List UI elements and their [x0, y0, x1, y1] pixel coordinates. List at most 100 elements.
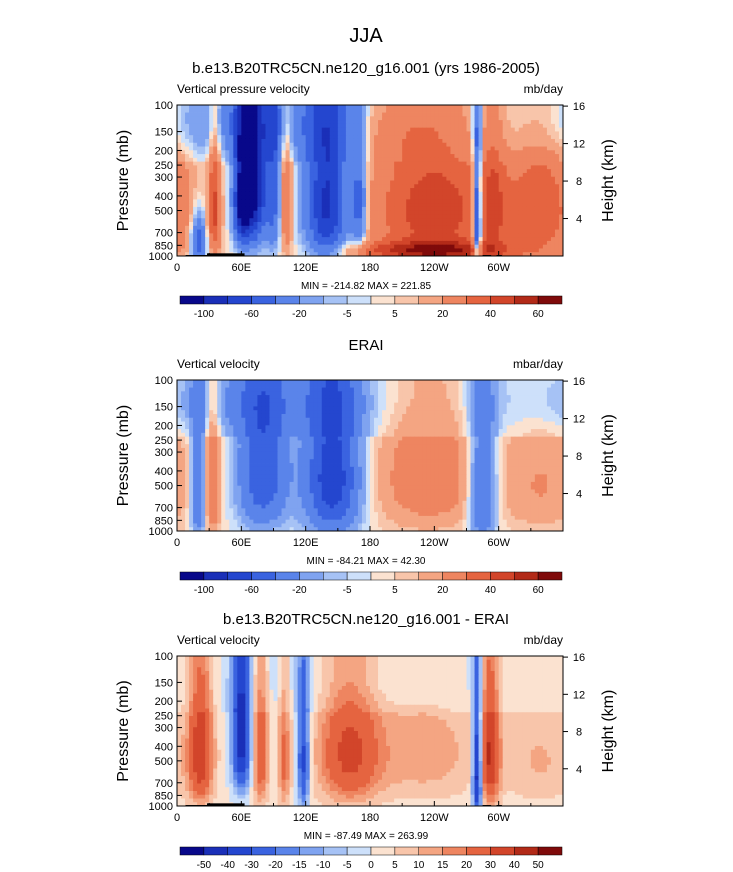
heatmap-cell	[245, 105, 250, 110]
heatmap-cell	[550, 123, 556, 129]
heatmap-cell	[390, 402, 395, 407]
heatmap-cell	[438, 142, 443, 147]
heatmap-cell	[209, 383, 214, 388]
heatmap-cell	[357, 395, 363, 400]
heatmap-cell	[486, 210, 492, 215]
heatmap-cell	[462, 165, 467, 170]
heatmap-cell	[281, 410, 286, 415]
heatmap-cell	[337, 108, 343, 113]
heatmap-cell	[257, 225, 262, 230]
heatmap-cell	[406, 154, 411, 159]
heatmap-cell	[514, 161, 520, 166]
heatmap-cell	[390, 172, 395, 178]
heatmap-cell	[349, 218, 355, 223]
heatmap-cell	[265, 120, 270, 125]
heatmap-cell	[454, 233, 459, 238]
heatmap-cell	[442, 112, 447, 117]
heatmap-cell	[193, 188, 198, 193]
heatmap-cell	[233, 191, 238, 196]
heatmap-cell	[181, 142, 186, 147]
heatmap-cell	[406, 120, 411, 125]
heatmap-cell	[382, 188, 387, 193]
heatmap-cell	[181, 237, 186, 242]
heatmap-cell	[201, 233, 206, 238]
heatmap-cell	[462, 225, 467, 230]
heatmap-cell	[205, 222, 210, 227]
heatmap-cell	[185, 138, 190, 144]
heatmap-cell	[418, 191, 423, 196]
heatmap-cell	[374, 191, 379, 196]
heatmap-cell	[225, 184, 230, 189]
heatmap-cell	[382, 248, 387, 253]
heatmap-cell	[333, 391, 339, 396]
heatmap-cell	[353, 398, 359, 404]
heatmap-cell	[333, 214, 339, 219]
heatmap-cell	[546, 123, 552, 129]
heatmap-cell	[558, 391, 564, 396]
heatmap-cell	[514, 138, 520, 144]
heatmap-cell	[546, 214, 552, 219]
heatmap-cell	[253, 112, 258, 117]
panel-title: ERAI	[348, 337, 383, 354]
heatmap-cell	[426, 237, 431, 242]
heatmap-cell	[518, 157, 524, 163]
heatmap-cell	[418, 383, 423, 388]
heatmap-cell	[530, 210, 536, 215]
heatmap-cell	[353, 188, 359, 193]
heatmap-cell	[265, 244, 270, 249]
heatmap-cell	[550, 252, 556, 257]
heatmap-cell	[526, 184, 532, 189]
heatmap-cell	[357, 195, 363, 200]
heatmap-cell	[458, 387, 463, 392]
heatmap-cell	[414, 233, 419, 238]
heatmap-cell	[426, 161, 431, 166]
heatmap-cell	[538, 120, 544, 125]
heatmap-cell	[309, 161, 315, 166]
heatmap-cell	[277, 131, 282, 136]
heatmap-cell	[386, 206, 391, 212]
heatmap-cell	[534, 120, 540, 125]
heatmap-cell	[213, 188, 218, 193]
heatmap-cell	[321, 165, 327, 170]
heatmap-cell	[301, 199, 307, 204]
heatmap-cell	[213, 410, 218, 415]
heatmap-cell	[281, 184, 286, 189]
heatmap-cell	[462, 248, 467, 253]
heatmap-cell	[526, 180, 532, 185]
y2-axis-label: Height (km)	[600, 139, 617, 222]
heatmap-cell	[410, 142, 415, 147]
heatmap-cell	[522, 172, 528, 178]
heatmap-cell	[398, 138, 403, 144]
heatmap-cell	[482, 165, 487, 170]
heatmap-cell	[233, 383, 238, 388]
heatmap-cell	[434, 229, 439, 234]
heatmap-cell	[546, 176, 552, 181]
heatmap-cell	[498, 406, 504, 411]
heatmap-cell	[305, 127, 311, 132]
heatmap-cell	[177, 222, 182, 227]
heatmap-cell	[490, 184, 496, 189]
heatmap-cell	[237, 105, 242, 110]
heatmap-cell	[378, 123, 383, 129]
heatmap-cell	[249, 383, 254, 388]
heatmap-cell	[454, 222, 459, 227]
heatmap-cell	[209, 146, 214, 151]
heatmap-cell	[534, 410, 540, 415]
heatmap-cell	[265, 176, 270, 181]
heatmap-cell	[442, 154, 447, 159]
heatmap-cell	[249, 244, 254, 249]
heatmap-cell	[337, 105, 343, 110]
heatmap-cell	[345, 218, 351, 223]
heatmap-cell	[470, 380, 475, 385]
heatmap-cell	[502, 123, 508, 129]
heatmap-cell	[249, 391, 254, 396]
heatmap-cell	[446, 127, 451, 132]
heatmap-cell	[321, 108, 327, 113]
heatmap-cell	[490, 214, 496, 219]
heatmap-cell	[281, 225, 286, 230]
heatmap-cell	[418, 165, 423, 170]
heatmap-cell	[522, 214, 528, 219]
heatmap-cell	[277, 105, 282, 110]
heatmap-cell	[550, 180, 556, 185]
heatmap-cell	[458, 218, 463, 223]
